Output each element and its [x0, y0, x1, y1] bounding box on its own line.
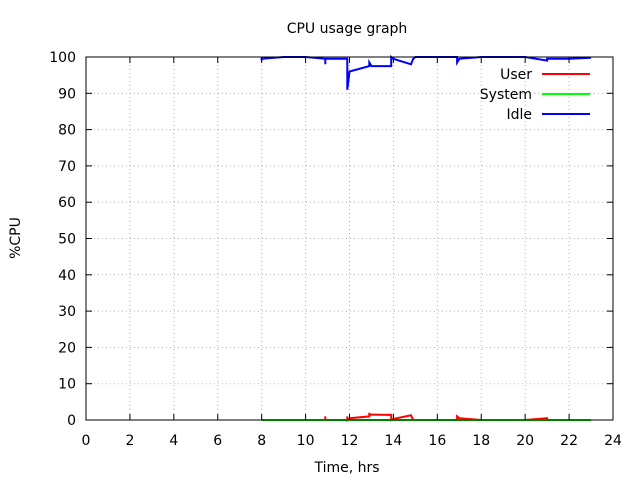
x-tick-label: 10 [297, 433, 315, 449]
series-line-idle [260, 54, 592, 90]
y-tick-label: 90 [58, 86, 76, 102]
y-tick-label: 0 [67, 413, 76, 429]
legend-label-system: System [480, 87, 532, 103]
chart-title: CPU usage graph [287, 21, 408, 37]
axis-ticks: 0 2 4 6 8 10 12 14 16 18 20 22 240102030405060708090… [49, 50, 622, 449]
legend-label-idle: Idle [506, 107, 532, 123]
y-tick-label: 60 [58, 195, 76, 211]
x-tick-label: 0 [82, 433, 91, 449]
y-tick-label: 30 [58, 304, 76, 320]
y-tick-label: 70 [58, 159, 76, 175]
x-tick-label: 8 [257, 433, 266, 449]
y-tick-label: 50 [58, 232, 76, 248]
x-tick-label: 20 [516, 433, 534, 449]
x-tick-label: 4 [169, 433, 178, 449]
y-tick-label: 10 [58, 377, 76, 393]
y-tick-label: 20 [58, 340, 76, 356]
x-tick-label: 22 [560, 433, 578, 449]
x-tick-label: 24 [604, 433, 622, 449]
x-tick-label: 18 [472, 433, 490, 449]
x-tick-label: 12 [341, 433, 359, 449]
y-tick-label: 40 [58, 268, 76, 284]
y-axis-label: %CPU [8, 217, 24, 259]
x-tick-label: 2 [125, 433, 134, 449]
y-tick-label: 80 [58, 123, 76, 139]
series-line-user [261, 412, 591, 423]
x-axis-label: Time, hrs [313, 460, 379, 476]
grid [86, 57, 613, 420]
x-tick-label: 6 [213, 433, 222, 449]
legend: User System Idle [480, 67, 590, 123]
y-tick-label: 100 [49, 50, 76, 66]
x-tick-label: 14 [385, 433, 403, 449]
x-tick-label: 16 [428, 433, 446, 449]
legend-label-user: User [500, 67, 532, 83]
